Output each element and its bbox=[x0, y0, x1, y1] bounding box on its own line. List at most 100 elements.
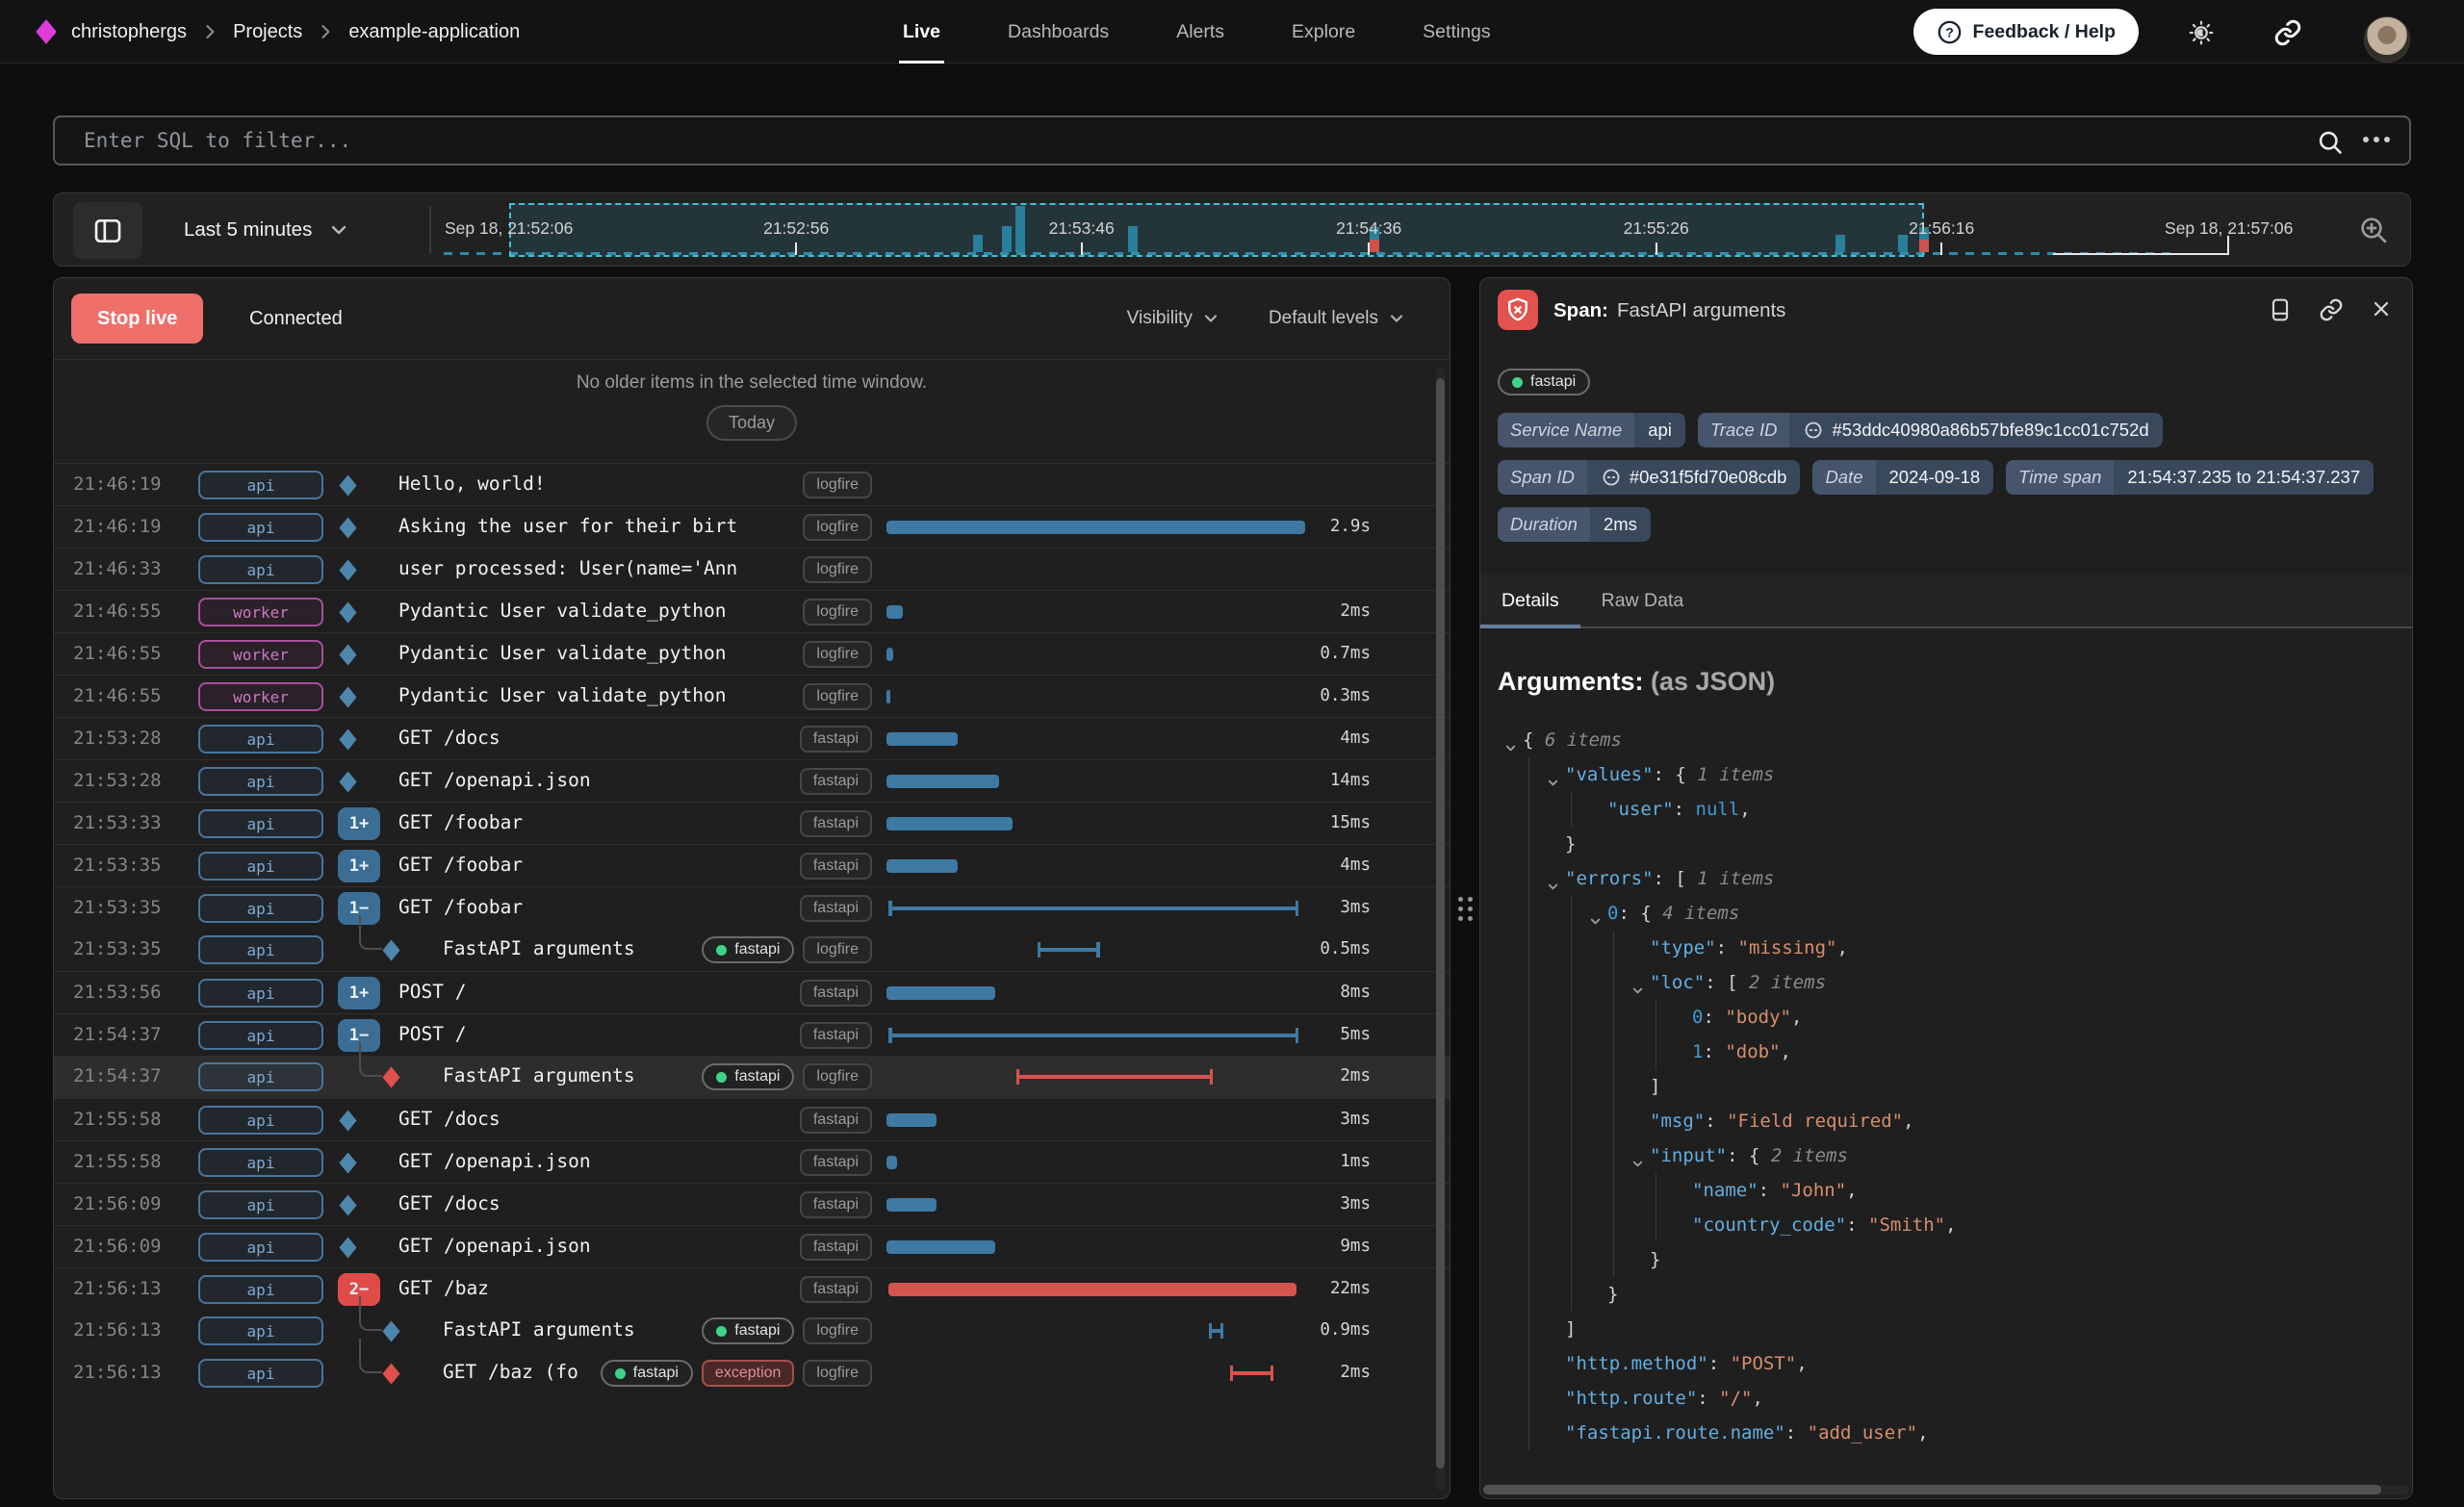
json-token: 2 items bbox=[1770, 1145, 1848, 1166]
json-token: , bbox=[1796, 1353, 1808, 1374]
search-icon[interactable] bbox=[2317, 129, 2344, 161]
nav-tab-alerts[interactable]: Alerts bbox=[1176, 20, 1225, 42]
share-link-icon[interactable] bbox=[2273, 18, 2302, 47]
json-token: , bbox=[1846, 1180, 1858, 1201]
collapse-chevron-icon[interactable] bbox=[1630, 975, 1645, 1009]
row-duration: 9ms bbox=[1340, 1237, 1371, 1256]
row-message: GET /docs bbox=[398, 1108, 500, 1130]
window-icon[interactable] bbox=[2268, 297, 2293, 322]
span-diamond-icon bbox=[338, 516, 358, 540]
log-row[interactable]: 21:53:28 api GET /docs fastapi 4ms bbox=[54, 717, 1450, 759]
logfire-diamond-logo[interactable] bbox=[35, 18, 58, 50]
duration-bar-track bbox=[886, 1141, 1305, 1184]
help-icon: ? bbox=[1937, 19, 1963, 45]
row-scope-badges: fastapi bbox=[54, 808, 872, 839]
today-button[interactable]: Today bbox=[706, 405, 798, 441]
span-title-text: FastAPI arguments bbox=[1616, 299, 1786, 321]
tree-connector bbox=[359, 1339, 382, 1373]
time-range-selector[interactable]: Last 5 minutes bbox=[184, 193, 350, 266]
close-icon[interactable] bbox=[2370, 297, 2393, 322]
breadcrumb-item[interactable]: Projects bbox=[233, 20, 303, 42]
log-row[interactable]: 21:56:13 api GET /baz (fo fastapi exception l… bbox=[54, 1339, 1450, 1394]
collapse-chevron-icon[interactable] bbox=[1546, 767, 1560, 802]
log-row[interactable]: 21:46:55 worker Pydantic User validate_pyt… bbox=[54, 675, 1450, 717]
more-options-icon[interactable] bbox=[2363, 137, 2390, 142]
log-row[interactable]: 21:53:35 api FastAPI arguments fastapi logfi… bbox=[54, 915, 1450, 971]
svg-text:?: ? bbox=[1945, 24, 1954, 39]
breadcrumb-item[interactable]: christophergs bbox=[71, 20, 188, 42]
log-row[interactable]: 21:53:35 api 1+ GET /foobar fastapi 4ms bbox=[54, 844, 1450, 886]
collapse-chevron-icon[interactable] bbox=[1588, 906, 1603, 940]
chip-value[interactable]: #0e31f5fd70e08cdb bbox=[1586, 460, 1801, 495]
child-count-badge[interactable]: 1+ bbox=[338, 977, 380, 1009]
theme-toggle-icon[interactable] bbox=[2187, 18, 2216, 47]
row-icon-zone: 1+ bbox=[338, 803, 380, 845]
child-count-badge[interactable]: 1+ bbox=[338, 807, 380, 840]
timeline-histogram[interactable]: Sep 18, 21:52:06 21:52:56 21:53:46 21:54:36… bbox=[444, 193, 2359, 266]
log-row[interactable]: 21:54:37 api FastAPI arguments fastapi logfi… bbox=[54, 1042, 1450, 1098]
json-token: : { bbox=[1618, 903, 1663, 924]
link-icon[interactable] bbox=[2319, 297, 2344, 322]
nav-tab-live[interactable]: Live bbox=[898, 0, 945, 64]
log-row[interactable]: 21:46:55 worker Pydantic User validate_pyt… bbox=[54, 590, 1450, 632]
row-message: POST / bbox=[398, 1023, 467, 1045]
log-row[interactable]: 21:53:35 api 1− GET /foobar fastapi 3ms bbox=[54, 886, 1450, 929]
log-row[interactable]: 21:55:58 api GET /docs fastapi 3ms bbox=[54, 1098, 1450, 1140]
row-scope-badges: fastapi bbox=[54, 851, 872, 881]
default-levels-dropdown[interactable]: Default levels bbox=[1269, 308, 1406, 329]
log-row[interactable]: 21:56:09 api GET /docs fastapi 3ms bbox=[54, 1183, 1450, 1225]
span-detail-panel: Span: FastAPI arguments fastapi Service N… bbox=[1479, 277, 2413, 1499]
nav-tab-explore[interactable]: Explore bbox=[1292, 20, 1356, 42]
log-row[interactable]: 21:53:28 api GET /openapi.json fastapi 14ms bbox=[54, 759, 1450, 802]
log-row[interactable]: 21:46:33 api user processed: User(name='An… bbox=[54, 548, 1450, 590]
log-row[interactable]: 21:55:58 api GET /openapi.json fastapi 1ms bbox=[54, 1140, 1450, 1183]
tag-pill-api: api bbox=[198, 1359, 323, 1388]
log-row[interactable]: 21:46:19 api Hello, world! logfire bbox=[54, 463, 1450, 505]
tag-pill-api: api bbox=[198, 809, 323, 838]
panel-resize-handle[interactable] bbox=[1452, 881, 1477, 935]
child-count-badge[interactable]: 1+ bbox=[338, 850, 380, 882]
collapse-chevron-icon[interactable] bbox=[1630, 1148, 1645, 1183]
collapse-chevron-icon[interactable] bbox=[1503, 732, 1518, 767]
stop-live-button[interactable]: Stop live bbox=[71, 294, 204, 344]
duration-bar-cap bbox=[1270, 1366, 1274, 1381]
duration-bar-track bbox=[886, 760, 1305, 803]
collapse-chevron-icon[interactable] bbox=[1546, 871, 1560, 906]
log-row[interactable]: 21:56:09 api GET /openapi.json fastapi 9ms bbox=[54, 1225, 1450, 1267]
sql-filter-input[interactable] bbox=[84, 117, 2278, 164]
tag-pill-api: api bbox=[198, 1190, 323, 1219]
log-row[interactable]: 21:46:55 worker Pydantic User validate_pyt… bbox=[54, 632, 1450, 675]
breadcrumb-item[interactable]: example-application bbox=[348, 20, 521, 42]
row-message: POST / bbox=[398, 981, 467, 1003]
sidebar-toggle-button[interactable] bbox=[73, 202, 142, 259]
log-row[interactable]: 21:53:33 api 1+ GET /foobar fastapi 15ms bbox=[54, 802, 1450, 844]
chevron-right-icon bbox=[200, 22, 219, 41]
tab-details[interactable]: Details bbox=[1480, 575, 1580, 628]
nav-tab-dashboards[interactable]: Dashboards bbox=[1008, 20, 1110, 42]
vertical-scrollbar[interactable] bbox=[1436, 367, 1445, 1491]
feedback-help-button[interactable]: ? Feedback / Help bbox=[1912, 9, 2139, 55]
timeline-tick-label: 21:53:46 bbox=[1048, 218, 1115, 238]
scope-badge-fastapi: fastapi bbox=[799, 1234, 872, 1261]
zoom-in-icon[interactable] bbox=[2358, 215, 2389, 250]
log-row[interactable]: 21:56:13 api 2− GET /baz fastapi 22ms bbox=[54, 1267, 1450, 1310]
child-count-badge[interactable]: 2− bbox=[338, 1273, 380, 1306]
json-token: ] bbox=[1565, 1318, 1577, 1340]
json-token: , bbox=[1917, 1422, 1929, 1443]
row-timestamp: 21:53:35 bbox=[73, 855, 162, 876]
log-row[interactable]: 21:54:37 api 1− POST / fastapi 5ms bbox=[54, 1013, 1450, 1056]
log-row[interactable]: 21:46:19 api Asking the user for their bir… bbox=[54, 505, 1450, 548]
log-row[interactable]: 21:53:56 api 1+ POST / fastapi 8ms bbox=[54, 971, 1450, 1013]
tab-raw-data[interactable]: Raw Data bbox=[1601, 589, 1684, 611]
indent-guide bbox=[1528, 757, 1529, 792]
chip-value: 21:54:37.235 to 21:54:37.237 bbox=[2114, 460, 2374, 495]
row-message: GET /openapi.json bbox=[398, 1150, 591, 1172]
visibility-dropdown[interactable]: Visibility bbox=[1127, 308, 1220, 329]
nav-tab-settings[interactable]: Settings bbox=[1423, 20, 1491, 42]
chip-value[interactable]: #53ddc40980a86b57bfe89c1cc01c752d bbox=[1789, 413, 2163, 447]
timeline-selection[interactable] bbox=[508, 203, 1925, 257]
horizontal-scrollbar[interactable] bbox=[1483, 1485, 2409, 1494]
indent-guide bbox=[1528, 1312, 1529, 1346]
avatar[interactable] bbox=[2364, 16, 2410, 63]
log-row[interactable]: 21:56:13 api FastAPI arguments fastapi logfi… bbox=[54, 1296, 1450, 1352]
